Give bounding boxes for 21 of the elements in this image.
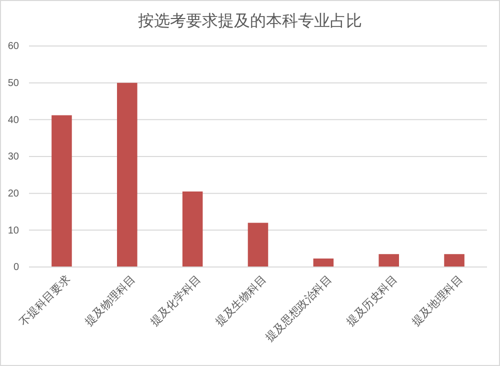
bar bbox=[117, 82, 138, 267]
chart-title: 按选考要求提及的本科专业占比 bbox=[138, 11, 362, 30]
bar bbox=[182, 191, 203, 267]
bar bbox=[52, 115, 72, 267]
bar bbox=[378, 254, 399, 267]
x-tick-label: 提及化学科目 bbox=[148, 273, 204, 329]
y-tick-label: 20 bbox=[8, 188, 20, 200]
bar bbox=[248, 222, 268, 267]
x-tick-label: 提及物理科目 bbox=[82, 273, 138, 329]
x-tick-label: 不提科目要求 bbox=[16, 272, 73, 329]
bar bbox=[313, 258, 334, 267]
y-tick-label: 10 bbox=[8, 225, 20, 236]
y-tick-label: 0 bbox=[13, 262, 20, 274]
y-tick-label: 60 bbox=[8, 41, 20, 52]
x-tick-label: 提及生物科目 bbox=[213, 272, 269, 329]
x-tick-label: 提及地理科目 bbox=[409, 272, 466, 329]
y-tick-label: 50 bbox=[8, 78, 20, 90]
x-tick-label: 提及历史科目 bbox=[344, 272, 400, 329]
y-tick-label: 40 bbox=[8, 114, 20, 126]
y-tick-label: 30 bbox=[8, 152, 20, 163]
bar bbox=[444, 254, 464, 267]
